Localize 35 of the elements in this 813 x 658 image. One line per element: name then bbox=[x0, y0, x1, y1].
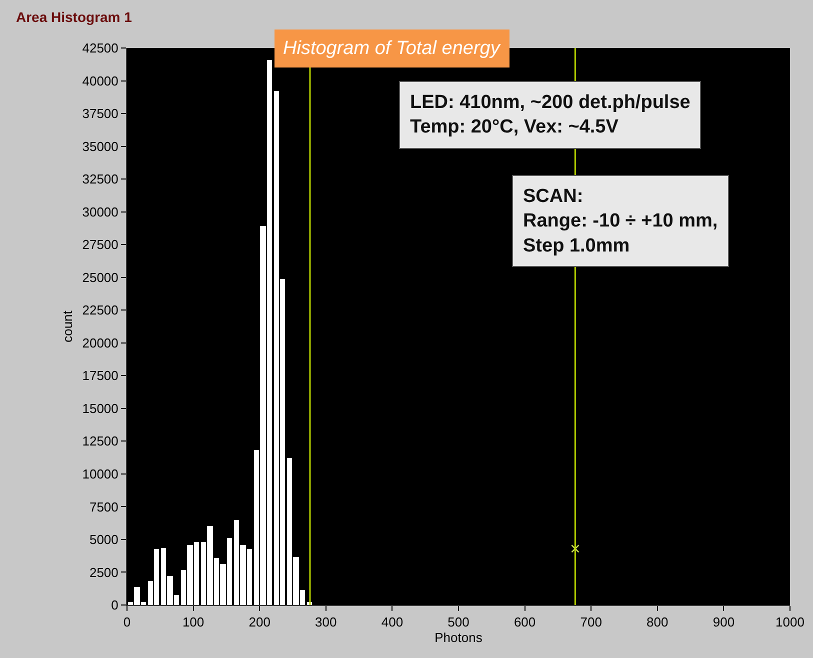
y-tick-label: 0 bbox=[111, 598, 118, 613]
x-axis-title: Photons bbox=[434, 630, 483, 646]
x-tick-label: 100 bbox=[182, 614, 204, 630]
x-tick-label: 600 bbox=[514, 614, 536, 630]
y-tick-label: 40000 bbox=[82, 73, 118, 88]
text: Area Histogram 1 bbox=[16, 9, 132, 25]
y-tick-label: 15000 bbox=[82, 400, 118, 416]
x-tick-label: 500 bbox=[448, 614, 470, 630]
x-tick-label: 200 bbox=[248, 614, 270, 630]
y-tick-label: 7500 bbox=[89, 499, 118, 514]
x-tick-label: 300 bbox=[315, 614, 337, 630]
annotation: LED: 410nm, ~200 det.ph/pulse Temp: 20°C, Vex: ~4.5V bbox=[410, 92, 690, 138]
y-tick-label: 2500 bbox=[89, 564, 118, 580]
y-axis-title: count bbox=[60, 310, 76, 342]
y-tick-label: 42500 bbox=[82, 40, 118, 56]
y-tick-label: 5000 bbox=[89, 532, 118, 548]
y-tick-label: 10000 bbox=[82, 466, 118, 482]
y-tick-label: 22500 bbox=[82, 302, 118, 318]
x-tick-label: 900 bbox=[712, 614, 735, 630]
x-tick-label: 400 bbox=[381, 614, 404, 630]
y-tick-label: 25000 bbox=[82, 270, 118, 285]
x-tick-label: 0 bbox=[123, 614, 131, 630]
y-tick-label: 37500 bbox=[82, 106, 118, 122]
x-tick-label: 700 bbox=[580, 614, 602, 630]
x-tick-label: 800 bbox=[646, 614, 668, 630]
y-tick-label: 30000 bbox=[82, 204, 118, 220]
y-tick-label: 17500 bbox=[82, 368, 118, 384]
y-tick-label: 12500 bbox=[82, 434, 118, 449]
annotation: SCAN: Range: -10 ÷ +10 mm, Step 1.0mm bbox=[523, 186, 718, 256]
chart-title: Histogram of Total energy bbox=[283, 38, 502, 59]
y-tick-label: 27500 bbox=[82, 237, 118, 252]
y-tick-label: 35000 bbox=[82, 138, 118, 154]
y-tick-label: 20000 bbox=[82, 335, 118, 350]
x-tick-label: 1000 bbox=[776, 614, 804, 630]
y-tick-label: 32500 bbox=[82, 172, 118, 187]
